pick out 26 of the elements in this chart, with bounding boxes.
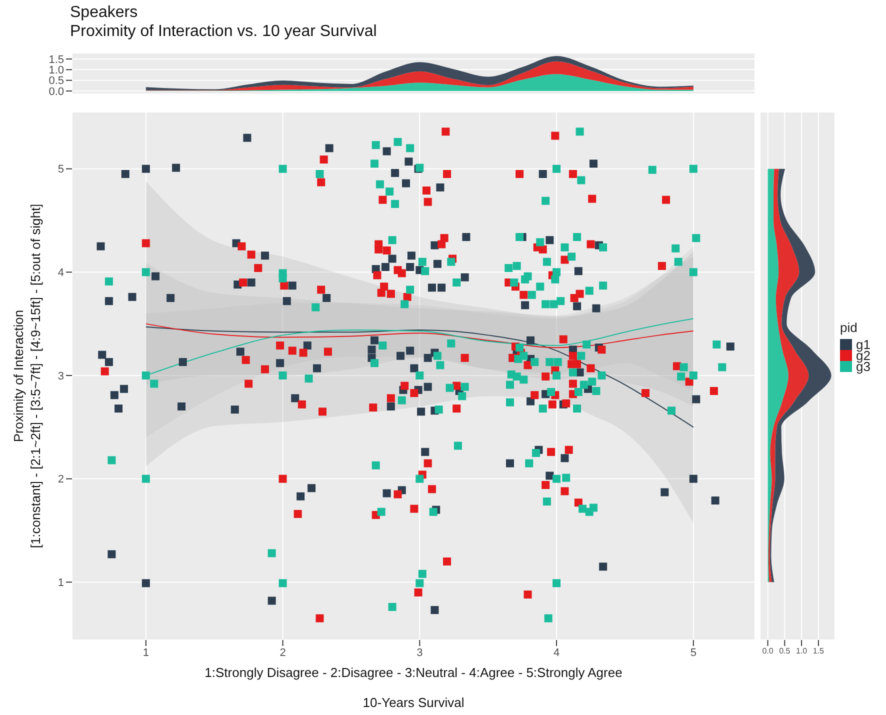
legend-label: g1: [856, 337, 870, 352]
x-tick-label: 0.0: [762, 646, 774, 656]
x-tick-label: 4: [553, 646, 560, 659]
y-tick-label: 0.5: [48, 75, 64, 88]
y-tick-label: 3: [58, 370, 64, 382]
chart-subtitle: Proximity of Interaction vs. 10 year Survival: [70, 23, 377, 41]
line-series: [145, 326, 694, 428]
y-tick-label: 5: [58, 164, 64, 176]
legend-title: pid: [840, 320, 858, 335]
y-tick-label: 2: [58, 474, 64, 486]
y-tick-label: 1.0: [48, 64, 64, 77]
x-tick-label: 2: [280, 646, 286, 659]
text: 10-Years Survival: [362, 695, 466, 710]
chart-title: Speakers: [70, 4, 138, 22]
x-tick-label: 3: [416, 646, 423, 659]
y-tick-label: 0.0: [48, 86, 64, 98]
x-tick-label: 0.5: [779, 646, 791, 656]
y-axis-title: Proximity of Interaction [1:constant] - [2:1~2ft] - [3:5~7ft] - [4:9~15ft] - [5:out of sight]: [10, 202, 44, 550]
x-tick-label: 1.5: [812, 646, 825, 656]
x-tick-label: 1.0: [796, 646, 808, 656]
x-axis-title: 1:Strongly Disagree - 2:Disagree - 3:Neutral - 4:Agree - 5:Strongly Agree: [204, 665, 624, 680]
x-tick-label: 1: [142, 646, 149, 659]
y-tick-label: 4: [58, 267, 64, 280]
x-tick-label: 5: [690, 646, 696, 659]
y-tick-label: 1: [58, 577, 64, 590]
y-tick-label: 1.5: [48, 54, 64, 66]
